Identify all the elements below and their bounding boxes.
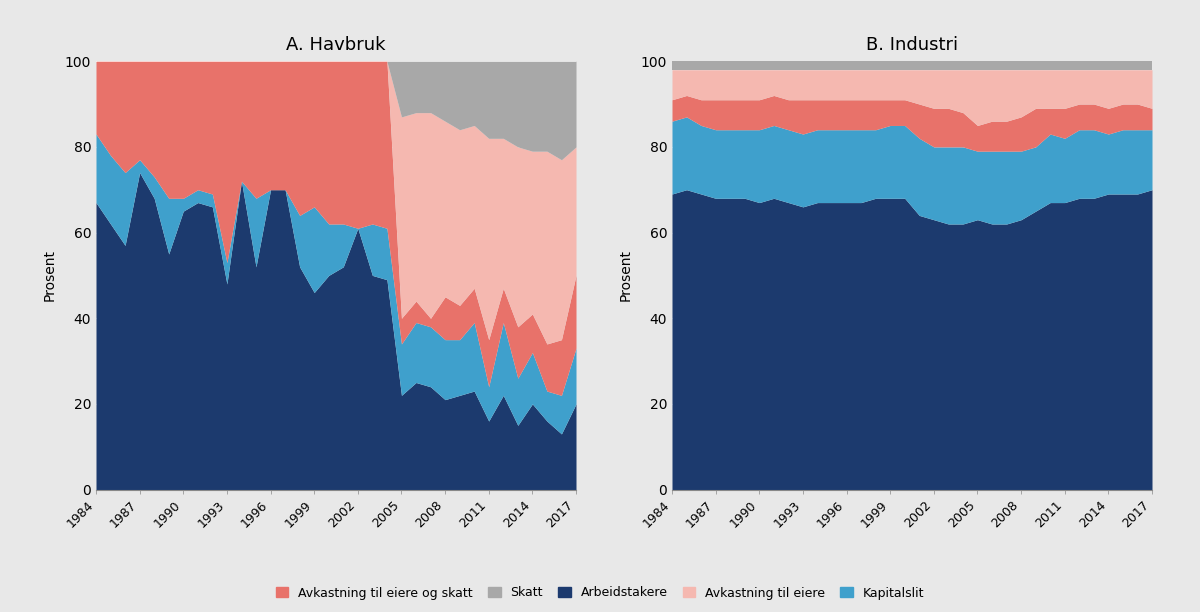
Title: A. Havbruk: A. Havbruk: [287, 36, 385, 54]
Y-axis label: Prosent: Prosent: [618, 250, 632, 301]
Y-axis label: Prosent: Prosent: [42, 250, 56, 301]
Legend: Avkastning til eiere og skatt, Skatt, Arbeidstakere, Avkastning til eiere, Kapit: Avkastning til eiere og skatt, Skatt, Ar…: [270, 580, 930, 606]
Title: B. Industri: B. Industri: [866, 36, 958, 54]
